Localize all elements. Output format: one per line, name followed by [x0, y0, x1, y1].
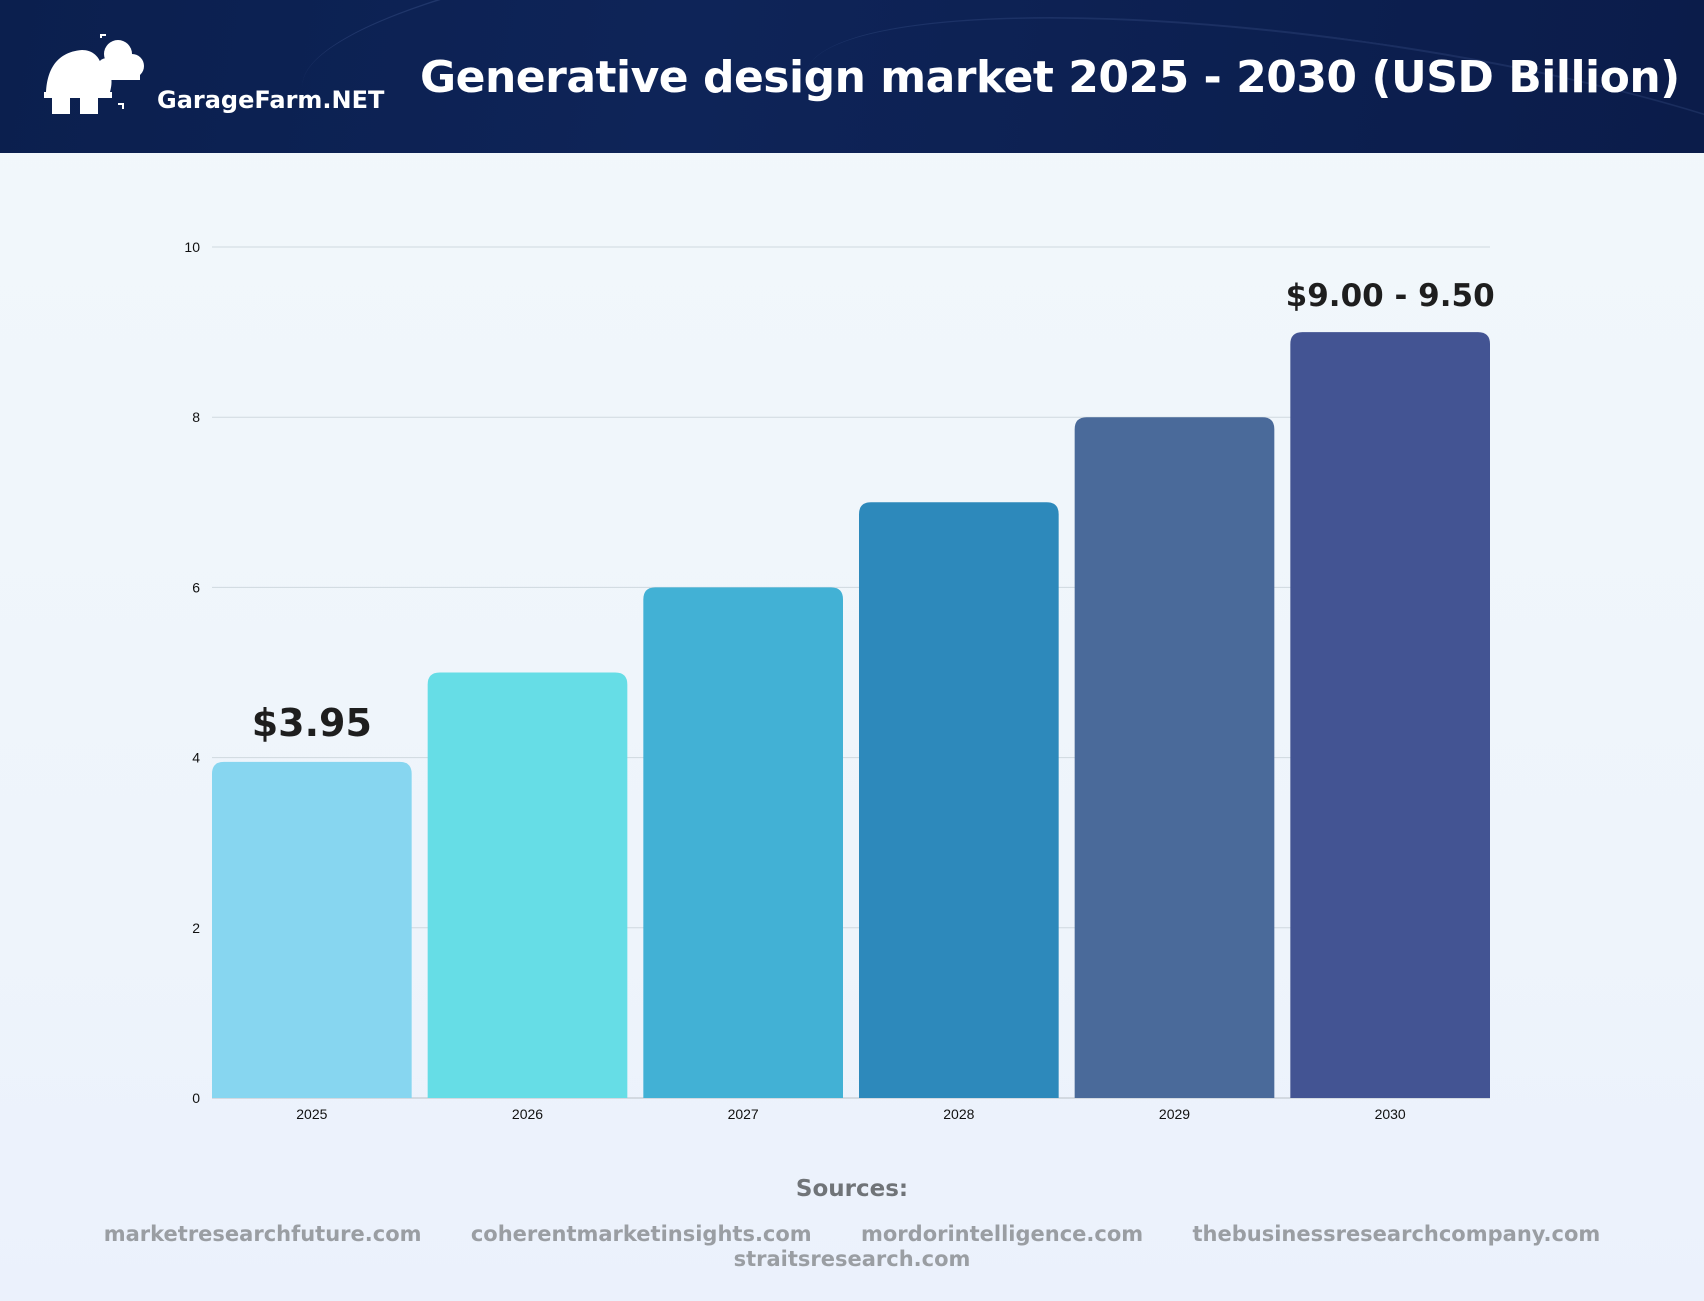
- y-tick-label: 10: [184, 239, 200, 255]
- y-tick-label: 4: [192, 750, 200, 766]
- x-tick-label: 2030: [1375, 1106, 1406, 1122]
- sources-line-1: marketresearchfuture.com coherentmarketi…: [0, 1222, 1704, 1246]
- bar-2026: [427, 672, 628, 1098]
- data-label: $3.95: [252, 701, 372, 745]
- x-tick-label: 2025: [296, 1106, 327, 1122]
- bar-2028: [859, 502, 1059, 1098]
- y-tick-label: 0: [192, 1090, 200, 1106]
- bar-2027: [643, 587, 843, 1098]
- header-banner: GarageFarm.NET Generative design market …: [0, 0, 1704, 153]
- bar-2029: [1074, 417, 1275, 1098]
- source-link[interactable]: thebusinessresearchcompany.com: [1192, 1222, 1601, 1246]
- source-link[interactable]: mordorintelligence.com: [861, 1222, 1144, 1246]
- y-tick-label: 2: [192, 920, 200, 936]
- sources-heading: Sources:: [795, 1176, 909, 1202]
- y-tick-label: 8: [192, 409, 200, 425]
- bar-chart: 0 2 4 6 8 10 2025 2026 2027 2028 2029 2030 $3.95 $9.0…: [184, 239, 1495, 1122]
- data-label: $9.00 - 9.50: [1286, 278, 1495, 314]
- x-tick-label: 2026: [512, 1106, 543, 1122]
- cloud-house-logo-icon: [44, 34, 144, 114]
- brand-name: GarageFarm.NET: [157, 86, 385, 114]
- x-tick-label: 2028: [943, 1106, 974, 1122]
- sources-line-2: straitsresearch.com: [0, 1247, 1704, 1271]
- x-tick-label: 2027: [728, 1106, 759, 1122]
- y-tick-label: 6: [192, 579, 200, 595]
- source-link[interactable]: coherentmarketinsights.com: [470, 1222, 812, 1246]
- x-tick-label: 2029: [1159, 1106, 1190, 1122]
- page-title: Generative design market 2025 - 2030 (US…: [420, 52, 1680, 103]
- source-link[interactable]: marketresearchfuture.com: [103, 1222, 422, 1246]
- source-link[interactable]: straitsresearch.com: [733, 1247, 971, 1271]
- bar-2030: [1290, 332, 1490, 1099]
- bar-2025: [212, 761, 412, 1098]
